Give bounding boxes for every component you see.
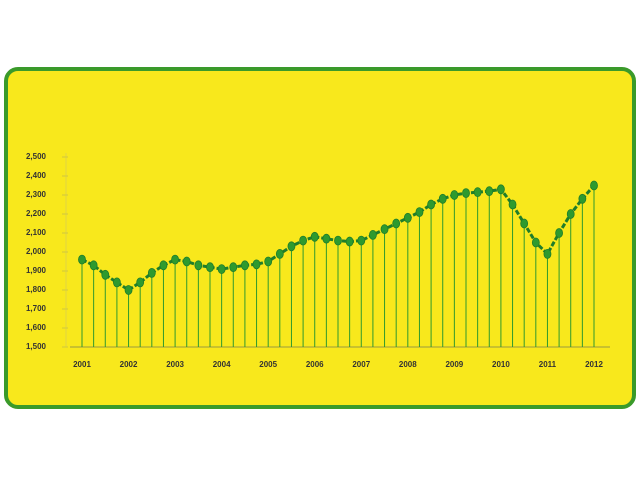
x-tick-label: 2005	[259, 360, 277, 369]
x-tick-label: 2004	[213, 360, 231, 369]
point-marker	[508, 199, 517, 210]
x-tick-label: 2002	[120, 360, 138, 369]
point-marker	[415, 207, 424, 218]
y-tick-label: 2,500	[26, 152, 47, 161]
point-marker	[450, 190, 459, 200]
point-marker	[147, 267, 156, 278]
y-tick-label: 1,600	[26, 323, 47, 332]
point-marker	[380, 224, 389, 235]
point-marker	[555, 228, 563, 238]
point-marker	[171, 254, 179, 265]
point-marker	[89, 260, 98, 271]
y-tick-label: 2,100	[26, 228, 47, 237]
point-marker	[206, 262, 214, 273]
y-tick-label: 1,900	[26, 266, 47, 275]
point-marker	[182, 256, 191, 267]
x-tick-label: 2001	[73, 360, 91, 369]
y-tick-label: 1,700	[26, 304, 47, 313]
point-marker	[113, 277, 121, 288]
point-marker	[531, 237, 540, 248]
point-marker	[159, 260, 168, 271]
y-tick-label: 1,800	[26, 285, 47, 294]
point-marker	[78, 254, 86, 265]
y-tick-label: 2,400	[26, 171, 47, 180]
x-tick-label: 2010	[492, 360, 510, 369]
point-marker	[334, 235, 342, 246]
point-marker	[427, 199, 435, 210]
point-marker	[264, 256, 273, 267]
x-tick-label: 2007	[352, 360, 370, 369]
point-marker	[543, 248, 552, 259]
point-marker	[241, 260, 249, 271]
x-tick-label: 2011	[539, 360, 557, 369]
y-tick-label: 2,200	[26, 209, 47, 218]
point-marker	[438, 193, 447, 204]
point-marker	[229, 262, 238, 273]
point-marker	[217, 264, 226, 275]
x-tick-label: 2003	[166, 360, 184, 369]
y-tick-label: 1,500	[26, 342, 47, 351]
x-tick-label: 2008	[399, 360, 417, 369]
point-marker	[369, 229, 377, 240]
x-tick-label: 2012	[585, 360, 603, 369]
x-tick-label: 2006	[306, 360, 324, 369]
y-tick-label: 2,000	[26, 247, 47, 256]
point-marker	[462, 188, 470, 199]
point-marker	[392, 218, 401, 229]
panel	[4, 67, 636, 409]
point-marker	[136, 277, 145, 288]
plot-area: 1,500 1,600 1,700 1,800 1,900 2,000 2,100 2,200…	[26, 152, 610, 369]
point-marker	[520, 218, 529, 229]
point-marker	[403, 212, 412, 223]
point-marker	[124, 285, 133, 295]
point-marker	[497, 184, 505, 195]
x-tick-label: 2009	[445, 360, 463, 369]
point-marker	[485, 186, 494, 197]
point-marker	[578, 193, 587, 204]
point-marker	[275, 248, 284, 259]
point-marker	[310, 231, 319, 242]
point-marker	[590, 180, 598, 191]
point-marker	[287, 241, 296, 252]
point-marker	[357, 235, 366, 246]
point-marker	[252, 259, 261, 270]
point-marker	[299, 235, 307, 246]
point-marker	[345, 236, 354, 247]
point-marker	[101, 269, 110, 280]
point-marker	[566, 209, 575, 219]
y-tick-label: 2,300	[26, 190, 47, 199]
point-marker	[473, 187, 482, 198]
point-marker	[194, 260, 203, 271]
point-marker	[322, 233, 331, 244]
